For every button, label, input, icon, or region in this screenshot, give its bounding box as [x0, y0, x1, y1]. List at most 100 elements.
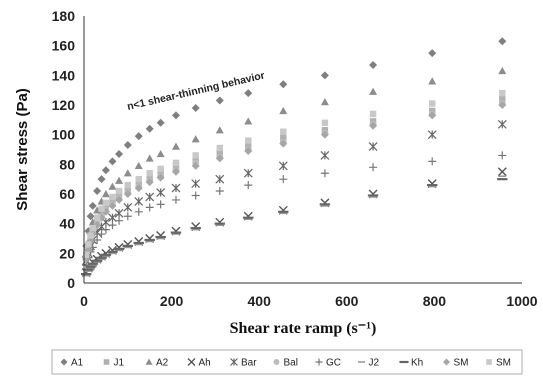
y-tick-label: 160: [52, 38, 76, 54]
series-j2-7: [82, 175, 507, 277]
data-point: [93, 187, 102, 196]
legend-item: Ah: [187, 358, 211, 369]
data-point: [134, 196, 144, 206]
x-tick-label: 1000: [506, 293, 537, 309]
data-point: [101, 225, 110, 234]
x-tick-label: 0: [80, 293, 88, 309]
data-point: [497, 167, 507, 177]
x-tick-label: 200: [160, 293, 184, 309]
y-tick-label: 40: [59, 216, 75, 232]
data-point: [279, 139, 288, 148]
data-point: [97, 230, 106, 239]
y-tick-label: 140: [52, 67, 76, 83]
data-point: [369, 60, 378, 69]
data-point: [497, 119, 507, 129]
data-point: [216, 149, 223, 156]
data-point: [145, 192, 155, 202]
data-point: [278, 161, 288, 171]
data-point: [191, 161, 200, 170]
data-point: [498, 151, 507, 160]
y-tick-label: 100: [52, 127, 76, 143]
data-point: [428, 77, 437, 85]
data-point: [82, 251, 90, 259]
data-point: [279, 106, 288, 115]
data-point: [498, 66, 507, 75]
data-point: [215, 174, 225, 184]
legend-label: J1: [114, 358, 125, 369]
legend-marker: [273, 359, 280, 365]
data-point: [429, 100, 436, 107]
data-point: [146, 170, 153, 177]
legend-item: SM: [443, 358, 469, 369]
data-point: [108, 157, 117, 166]
data-point: [215, 187, 224, 196]
data-point: [108, 221, 117, 230]
data-point: [369, 121, 378, 130]
data-point: [279, 80, 288, 89]
data-point: [244, 181, 253, 190]
legend-item: J2: [358, 358, 380, 369]
data-point: [171, 167, 180, 176]
legend-marker: [315, 358, 323, 366]
data-point: [191, 191, 200, 200]
data-point: [369, 163, 378, 172]
data-point: [89, 224, 96, 232]
data-point: [97, 175, 106, 184]
legend-label: J2: [369, 358, 380, 369]
data-point: [320, 130, 329, 139]
data-point: [243, 168, 253, 178]
data-point: [369, 87, 378, 95]
data-point: [171, 183, 181, 193]
data-point: [134, 207, 143, 216]
data-point: [134, 184, 143, 193]
legend-marker: [103, 359, 110, 365]
legend-item: Bal: [273, 358, 298, 369]
series-a2-2: [82, 66, 507, 257]
data-point: [368, 142, 378, 151]
data-point: [145, 124, 154, 133]
plot-area: [80, 37, 508, 278]
legend-item: J1: [103, 358, 125, 369]
data-point: [215, 126, 224, 134]
data-point: [98, 205, 105, 213]
data-point: [320, 71, 329, 80]
legend-item: A2: [145, 358, 169, 369]
data-point: [156, 188, 166, 197]
data-point: [428, 111, 437, 120]
series-bar-4: [81, 119, 507, 266]
legend-label: SM: [454, 358, 469, 369]
data-point: [191, 135, 200, 143]
y-tick-label: 0: [67, 275, 75, 291]
legend-marker: [187, 358, 196, 366]
data-point: [156, 200, 165, 209]
y-axis-label: Shear stress (Pa): [14, 88, 31, 211]
data-point: [171, 142, 180, 150]
legend-label: Kh: [411, 358, 423, 369]
y-tick-label: 80: [59, 156, 75, 172]
legend-item: A1: [60, 358, 84, 369]
data-point: [145, 178, 154, 187]
legend-item: Kh: [399, 358, 423, 369]
data-point: [280, 128, 287, 135]
data-point: [171, 195, 180, 204]
data-point: [245, 137, 252, 144]
data-point: [108, 182, 117, 190]
legend-label: A1: [71, 358, 84, 369]
legend-marker: [60, 358, 68, 366]
x-axis-label: Shear rate ramp (s⁻¹): [230, 320, 377, 337]
data-point: [244, 89, 253, 98]
data-point: [320, 169, 329, 178]
data-point: [499, 95, 506, 103]
data-point: [244, 146, 253, 155]
legend-label: Ah: [199, 358, 211, 369]
legend-marker: [443, 358, 450, 366]
series-sm-10: [82, 89, 506, 259]
data-point: [215, 96, 224, 105]
data-point: [93, 214, 101, 221]
legend-label: Bar: [241, 358, 257, 369]
y-tick-label: 120: [52, 97, 76, 113]
legend-marker: [486, 359, 492, 365]
data-point: [320, 98, 329, 106]
legend: A1 J1 A2 Ah Bar Bal GC J2 Kh SM SM: [51, 349, 523, 375]
data-point: [244, 117, 253, 125]
